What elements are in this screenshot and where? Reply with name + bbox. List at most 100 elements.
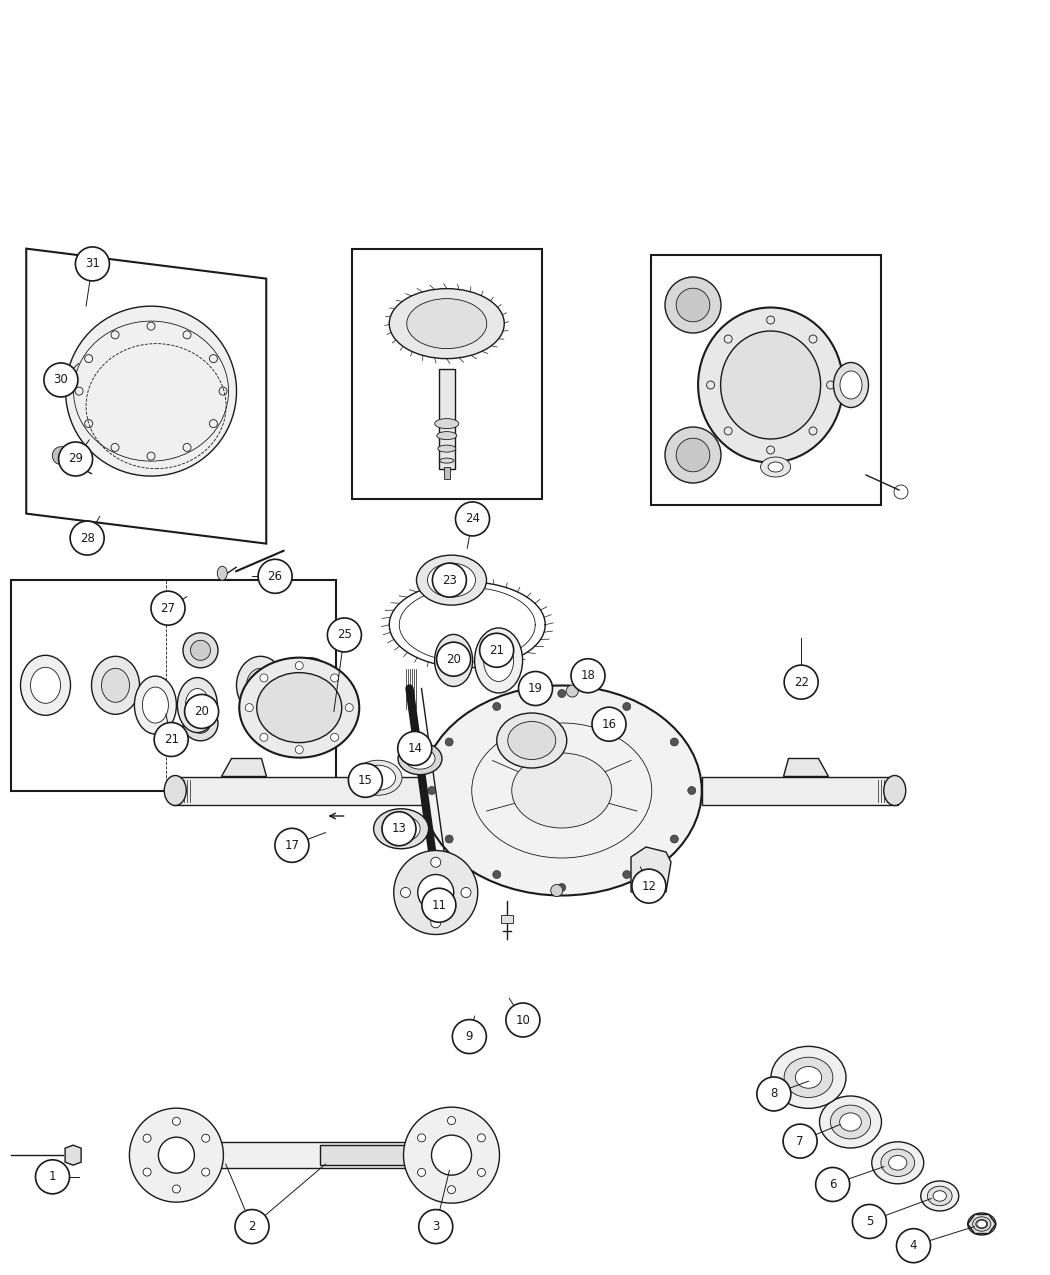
Ellipse shape bbox=[183, 706, 218, 741]
Ellipse shape bbox=[247, 668, 274, 703]
Polygon shape bbox=[968, 1215, 995, 1233]
Circle shape bbox=[418, 875, 454, 910]
Circle shape bbox=[258, 560, 292, 593]
Ellipse shape bbox=[143, 687, 168, 723]
Text: 20: 20 bbox=[446, 653, 461, 666]
Text: 24: 24 bbox=[465, 513, 480, 525]
Circle shape bbox=[422, 889, 456, 922]
Ellipse shape bbox=[134, 676, 176, 734]
Circle shape bbox=[400, 887, 411, 898]
Ellipse shape bbox=[760, 456, 791, 477]
Ellipse shape bbox=[91, 657, 140, 714]
Ellipse shape bbox=[784, 1057, 833, 1098]
Text: 28: 28 bbox=[80, 532, 94, 544]
Circle shape bbox=[427, 787, 436, 794]
Circle shape bbox=[172, 1184, 181, 1193]
Circle shape bbox=[480, 634, 513, 667]
Ellipse shape bbox=[298, 671, 323, 700]
Ellipse shape bbox=[438, 445, 456, 453]
Ellipse shape bbox=[217, 566, 227, 580]
Text: 27: 27 bbox=[161, 602, 175, 615]
Circle shape bbox=[432, 1135, 471, 1176]
Ellipse shape bbox=[511, 754, 612, 827]
Circle shape bbox=[447, 1186, 456, 1193]
Circle shape bbox=[558, 690, 566, 697]
Bar bbox=[320, 1145, 420, 1165]
Circle shape bbox=[592, 708, 626, 741]
Circle shape bbox=[453, 1020, 486, 1053]
Circle shape bbox=[456, 502, 489, 536]
Circle shape bbox=[447, 1117, 456, 1125]
Ellipse shape bbox=[374, 808, 428, 849]
Text: 15: 15 bbox=[358, 774, 373, 787]
Circle shape bbox=[816, 1168, 849, 1201]
Bar bbox=[194, 1142, 420, 1168]
Ellipse shape bbox=[665, 427, 721, 483]
Ellipse shape bbox=[422, 686, 701, 895]
Circle shape bbox=[757, 1077, 791, 1111]
Circle shape bbox=[445, 738, 454, 746]
Ellipse shape bbox=[177, 677, 217, 733]
Circle shape bbox=[295, 662, 303, 669]
Ellipse shape bbox=[972, 1216, 991, 1232]
Polygon shape bbox=[783, 759, 828, 776]
Circle shape bbox=[571, 659, 605, 692]
Ellipse shape bbox=[819, 1096, 882, 1148]
Bar bbox=[439, 368, 455, 469]
Circle shape bbox=[492, 703, 501, 710]
Text: 8: 8 bbox=[770, 1088, 778, 1100]
Circle shape bbox=[492, 871, 501, 878]
Circle shape bbox=[670, 835, 678, 843]
Ellipse shape bbox=[676, 439, 710, 472]
Circle shape bbox=[154, 723, 188, 756]
Circle shape bbox=[202, 1135, 210, 1142]
Ellipse shape bbox=[21, 655, 70, 715]
Text: 10: 10 bbox=[516, 1014, 530, 1026]
Text: 2: 2 bbox=[248, 1220, 256, 1233]
Text: 30: 30 bbox=[54, 374, 68, 386]
Circle shape bbox=[437, 643, 470, 676]
Ellipse shape bbox=[698, 307, 843, 463]
Text: 21: 21 bbox=[164, 733, 179, 746]
Circle shape bbox=[36, 1160, 69, 1193]
Ellipse shape bbox=[360, 765, 396, 790]
Ellipse shape bbox=[190, 713, 210, 733]
Bar bbox=[501, 914, 512, 923]
Text: 1: 1 bbox=[48, 1170, 57, 1183]
Ellipse shape bbox=[888, 1155, 907, 1170]
Circle shape bbox=[430, 857, 441, 867]
Circle shape bbox=[159, 1137, 194, 1173]
Ellipse shape bbox=[872, 1142, 924, 1183]
Polygon shape bbox=[631, 847, 671, 892]
Text: 12: 12 bbox=[642, 880, 656, 892]
Text: 16: 16 bbox=[602, 718, 616, 731]
Text: 23: 23 bbox=[442, 574, 457, 586]
Text: 22: 22 bbox=[794, 676, 808, 688]
Ellipse shape bbox=[183, 632, 218, 668]
Circle shape bbox=[418, 1168, 425, 1177]
Circle shape bbox=[349, 764, 382, 797]
Ellipse shape bbox=[190, 640, 210, 660]
Ellipse shape bbox=[239, 658, 359, 757]
Circle shape bbox=[430, 918, 441, 928]
Circle shape bbox=[461, 887, 471, 898]
Ellipse shape bbox=[497, 713, 567, 768]
Circle shape bbox=[76, 247, 109, 280]
Ellipse shape bbox=[354, 760, 402, 796]
Circle shape bbox=[331, 674, 338, 682]
Circle shape bbox=[328, 618, 361, 652]
Ellipse shape bbox=[921, 1181, 959, 1211]
Circle shape bbox=[275, 829, 309, 862]
Ellipse shape bbox=[796, 1066, 821, 1089]
Ellipse shape bbox=[484, 640, 513, 681]
Circle shape bbox=[185, 695, 218, 728]
Ellipse shape bbox=[443, 645, 464, 676]
Text: 17: 17 bbox=[285, 839, 299, 852]
Circle shape bbox=[551, 885, 563, 896]
Ellipse shape bbox=[236, 657, 285, 714]
Text: 18: 18 bbox=[581, 669, 595, 682]
Circle shape bbox=[419, 1210, 453, 1243]
Text: 31: 31 bbox=[85, 258, 100, 270]
Circle shape bbox=[260, 674, 268, 682]
Text: 7: 7 bbox=[796, 1135, 804, 1148]
